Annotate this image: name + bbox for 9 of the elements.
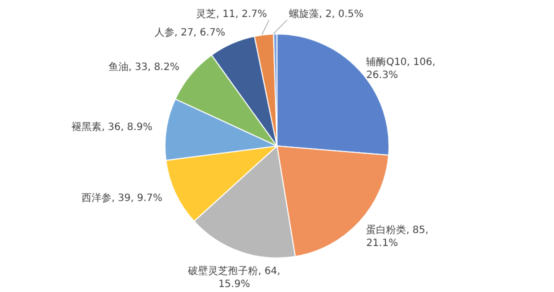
slice-label: 鱼油, 33, 8.2% — [108, 61, 180, 74]
slice-label: 褪黑素, 36, 8.9% — [72, 121, 152, 134]
slice-label: 螺旋藻, 2, 0.5% — [289, 8, 364, 20]
slice-label: 蛋白粉类, 85, 21.1% — [366, 224, 428, 250]
slice-label: 人参, 27, 6.7% — [154, 26, 226, 38]
slice-label: 西洋参, 39, 9.7% — [82, 192, 162, 204]
slice-label: 破壁灵芝孢子粉, 64, 15.9% — [187, 265, 280, 290]
slice-label: 辅酶Q10, 106, 26.3% — [366, 56, 436, 81]
slice-label: 灵芝, 11, 2.7% — [196, 8, 267, 20]
